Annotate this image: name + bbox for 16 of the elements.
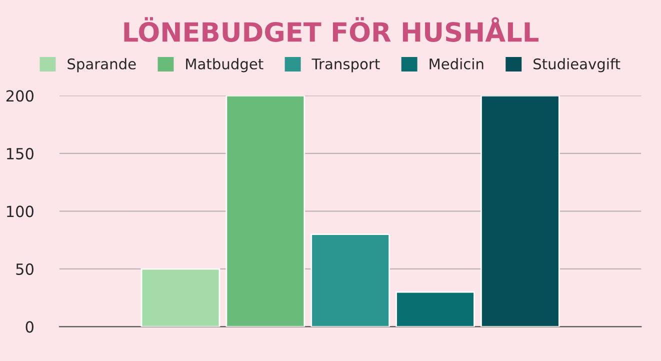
y-tick-label: 200 [6,90,34,102]
legend-label: Matbudget [186,58,264,72]
y-tick-label: 0 [26,321,34,333]
bar [226,96,306,327]
legend-label: Sparande [68,58,136,72]
legend-label: Medicin [430,58,484,70]
bar [396,291,475,327]
y-tick-label: 100 [7,206,34,218]
chart-title: LÖNEBUDGET FÖR HUSHÅLL [124,17,538,42]
y-tick-label: 50 [16,263,34,275]
bar [480,96,560,327]
legend-label: Transport [312,58,380,72]
y-tick-label: 150 [7,148,34,160]
bar [140,268,220,327]
legend-label: Studieavgift [534,58,620,72]
bar [310,234,390,327]
